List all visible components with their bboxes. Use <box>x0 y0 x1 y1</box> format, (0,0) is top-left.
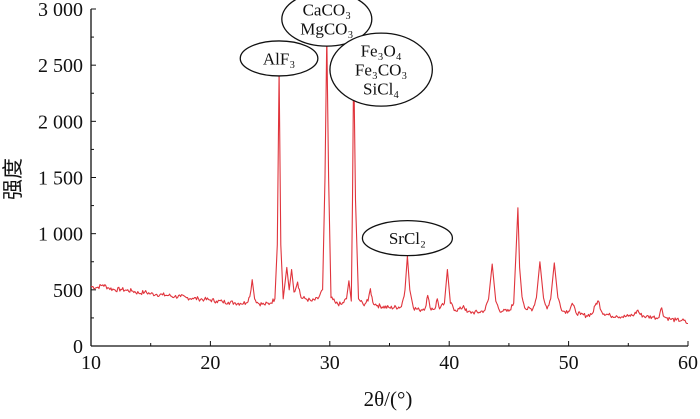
series-layer <box>90 35 688 325</box>
y-axis-label: 强度 <box>1 158 25 200</box>
y-tick-label: 2 000 <box>38 111 83 133</box>
y-tick-label: 3 000 <box>38 0 83 21</box>
y-tick-label: 0 <box>73 336 83 358</box>
xrd-series-line <box>90 35 688 325</box>
annotation-label: SiCl₄ <box>363 80 399 99</box>
annotation-label: SrCl₂ <box>389 229 426 248</box>
annotation-label: CaCO₃ <box>303 1 352 20</box>
annotation-ellipse <box>281 0 373 47</box>
annotation-label: AlF₃ <box>263 49 295 68</box>
x-tick-label: 30 <box>320 352 340 374</box>
y-tick-label: 2 500 <box>38 55 83 77</box>
y-tick-label: 1 000 <box>38 224 83 246</box>
annotation-ellipse <box>361 220 454 257</box>
x-tick-label: 10 <box>81 352 101 374</box>
x-tick-label: 40 <box>439 352 459 374</box>
x-tick-label: 50 <box>559 352 579 374</box>
y-tick-label: 1 500 <box>38 168 83 190</box>
x-tick-label: 20 <box>200 352 220 374</box>
x-tick-label: 60 <box>678 352 698 374</box>
annotation-4: SrCl₂ <box>361 220 454 257</box>
annotation-label: Fe₃CO₃ <box>355 61 408 80</box>
annotation-label: Fe₃O₄ <box>361 42 402 61</box>
y-tick-label: 500 <box>53 280 83 302</box>
annotation-ellipse <box>329 32 433 107</box>
ticks: 10 20 30 40 50 60 0 500 1 000 1 500 2 000 2 500 3 00… <box>38 0 698 374</box>
annotation-1: AlF₃ <box>239 40 319 77</box>
x-axis-label: 2θ/(°) <box>364 387 413 411</box>
annotation-label: MgCO₃ <box>300 20 353 39</box>
annotation-ellipse <box>239 40 319 77</box>
